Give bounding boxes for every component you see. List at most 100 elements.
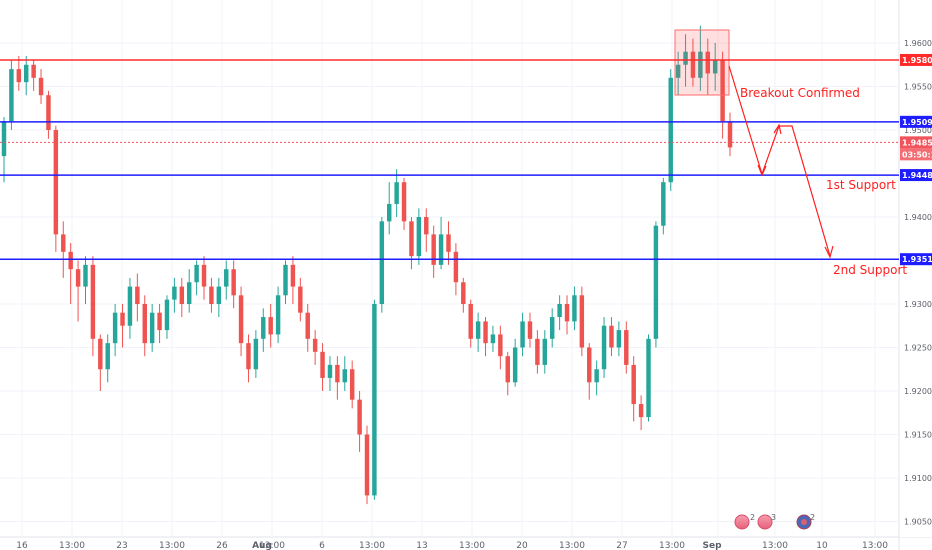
candle-body bbox=[616, 330, 622, 348]
candle-body bbox=[238, 295, 244, 344]
candle-body bbox=[224, 269, 229, 287]
price-tick-label: 1.91000 bbox=[904, 474, 932, 483]
countdown-tag-bg bbox=[900, 148, 932, 161]
event-badge-1[interactable]: 2 bbox=[734, 513, 755, 530]
candle-body bbox=[720, 60, 725, 122]
event-badge-2[interactable]: 3 bbox=[757, 513, 776, 530]
time-tick-label: 13:00 bbox=[559, 541, 585, 550]
arrowhead-2 bbox=[773, 123, 782, 135]
candle-body bbox=[275, 295, 281, 335]
level-price-tag: 1.94482 bbox=[900, 169, 932, 182]
candle-body bbox=[31, 64, 36, 78]
time-tick-label: 27 bbox=[616, 541, 627, 550]
candle-body bbox=[401, 182, 407, 222]
breakout-zone-box bbox=[674, 29, 730, 96]
candle-body bbox=[409, 221, 414, 257]
candle-body bbox=[468, 304, 473, 339]
price-tick-label: 1.95500 bbox=[904, 83, 932, 92]
economic-event-badges[interactable]: 2 3 2 bbox=[734, 513, 815, 530]
candle-body bbox=[246, 343, 251, 370]
price-tick-label: 1.92000 bbox=[904, 387, 932, 396]
candle-body bbox=[609, 325, 614, 348]
breakout-confirmed-label: Breakout Confirmed bbox=[740, 86, 860, 100]
candle-body bbox=[624, 330, 629, 365]
time-tick-label: Aug bbox=[252, 541, 272, 550]
price-axis-labels: 1.96000 1.95500 1.95000 1.94000 1.93000 1.925… bbox=[904, 39, 932, 527]
candle-body bbox=[638, 404, 644, 418]
candle-body bbox=[424, 217, 429, 235]
level-price-tag: 1.95094 bbox=[900, 115, 932, 128]
event-badge-3-count: 2 bbox=[810, 513, 815, 522]
price-tick-label: 1.92500 bbox=[904, 344, 932, 353]
candle-body bbox=[24, 64, 29, 83]
candle-body bbox=[416, 217, 422, 257]
candle-body bbox=[631, 364, 636, 405]
event-badge-3[interactable]: 2 bbox=[796, 513, 815, 530]
candle-body bbox=[209, 286, 214, 304]
candle-body bbox=[690, 51, 696, 78]
candle-body bbox=[164, 299, 170, 331]
level-tag-text: 1.95805 bbox=[902, 56, 932, 65]
candle-body bbox=[112, 312, 118, 344]
candle-body bbox=[327, 364, 333, 378]
candles bbox=[1, 25, 733, 505]
current-price-tag-bg bbox=[900, 136, 932, 149]
time-tick-label: 13:00 bbox=[359, 541, 385, 550]
candle-body bbox=[675, 64, 681, 78]
time-tick-label: 13:00 bbox=[659, 541, 685, 550]
time-tick-label: 20 bbox=[516, 541, 528, 550]
first-support-label: 1st Support bbox=[826, 178, 896, 192]
candle-body bbox=[453, 251, 459, 283]
candle-body bbox=[557, 304, 562, 318]
arrowhead-1 bbox=[757, 164, 767, 177]
price-axis-background bbox=[899, 0, 932, 537]
candle-body bbox=[512, 347, 518, 383]
price-tags: 1.95805 1.95094 1.94482 1.93515 1.94858 03:50… bbox=[900, 53, 932, 266]
time-tick-label: 13:00 bbox=[459, 541, 485, 550]
candle-body bbox=[527, 321, 533, 339]
time-tick-label: Sep bbox=[702, 541, 722, 550]
candle-body bbox=[601, 325, 607, 370]
current-price-tag: 1.94858 bbox=[900, 136, 932, 149]
candle-body bbox=[587, 347, 592, 383]
candle-body bbox=[9, 69, 14, 122]
candle-body bbox=[142, 304, 147, 344]
candle-body bbox=[98, 338, 103, 370]
candle-body bbox=[320, 351, 325, 378]
time-tick-label: 13:00 bbox=[259, 541, 285, 550]
level-tag-text: 1.95094 bbox=[902, 118, 932, 127]
candle-body bbox=[16, 69, 22, 83]
candle-body bbox=[127, 286, 133, 326]
candle-body bbox=[505, 356, 510, 383]
candle-body bbox=[668, 77, 673, 183]
horizontal-levels bbox=[0, 59, 899, 260]
candle-body bbox=[379, 221, 385, 304]
projected-path bbox=[728, 65, 834, 259]
time-tick-label: 13:00 bbox=[762, 541, 788, 550]
candle-body bbox=[105, 343, 110, 370]
time-tick-label: 26 bbox=[216, 541, 228, 550]
candle-body bbox=[342, 369, 347, 383]
candle-body bbox=[698, 51, 703, 78]
candle-body bbox=[312, 338, 318, 352]
time-tick-label: 13:00 bbox=[159, 541, 185, 550]
candle-body bbox=[75, 269, 81, 287]
candle-body bbox=[1, 121, 7, 157]
candle-body bbox=[283, 264, 288, 296]
candle-body bbox=[261, 317, 266, 339]
event-badge-2-count: 3 bbox=[771, 513, 776, 522]
level-tag-bg bbox=[900, 53, 932, 66]
candle-body bbox=[231, 269, 236, 296]
candle-body bbox=[335, 364, 340, 383]
price-tick-label: 1.93000 bbox=[904, 300, 932, 309]
candle-body bbox=[186, 282, 192, 304]
candle-body bbox=[490, 334, 496, 344]
candle-body bbox=[653, 225, 659, 339]
candle-body bbox=[61, 234, 66, 252]
candle-body bbox=[498, 334, 503, 357]
level-price-tag: 1.93515 bbox=[900, 253, 932, 266]
candle-body bbox=[120, 312, 125, 326]
